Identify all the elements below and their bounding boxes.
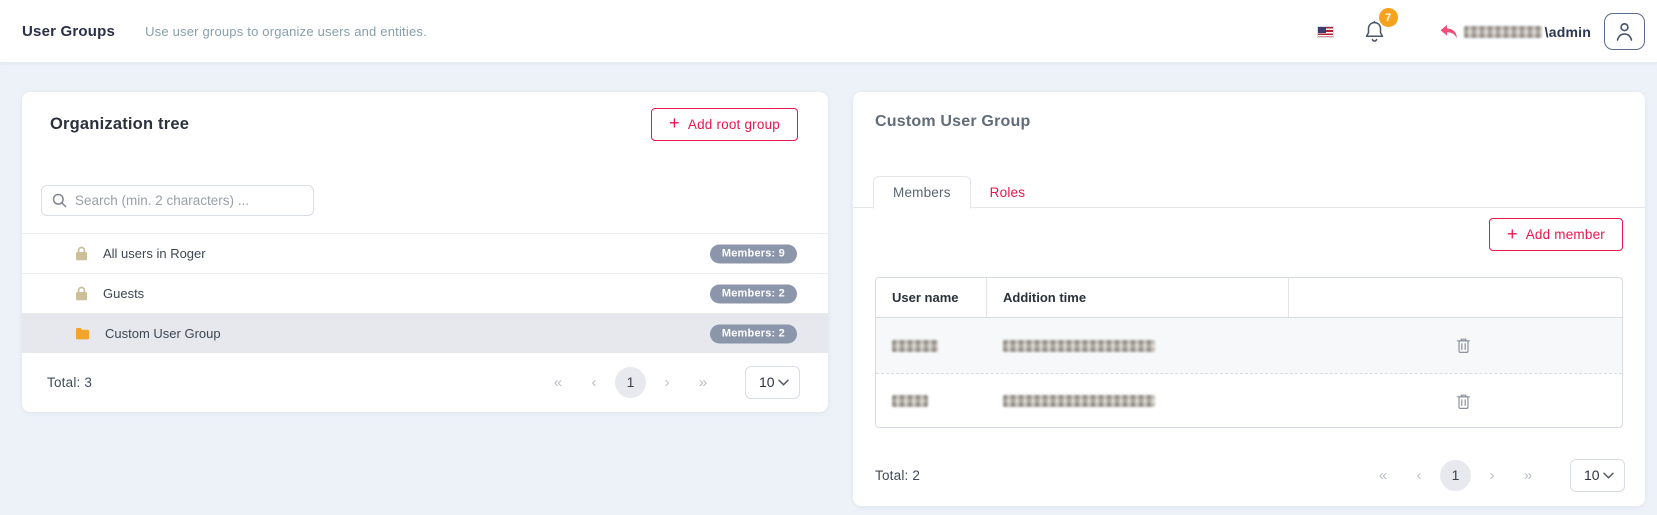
account-name: \admin	[1544, 23, 1591, 40]
group-tree-list: All users in Roger Members: 9 Guests Mem…	[22, 233, 828, 353]
page-size-select[interactable]: 10	[1570, 458, 1625, 492]
user-name-redacted	[892, 339, 938, 352]
lock-icon	[75, 286, 88, 301]
organization-tree-panel: Organization tree + Add root group All u…	[22, 92, 828, 412]
tree-search[interactable]	[41, 185, 314, 216]
tab-members[interactable]: Members	[873, 176, 971, 209]
prev-page-button[interactable]: ‹	[576, 374, 612, 391]
add-root-group-button[interactable]: + Add root group	[651, 107, 798, 141]
switch-account-icon[interactable]	[1439, 24, 1458, 40]
col-actions	[1289, 278, 1622, 317]
tree-item-label: All users in Roger	[103, 246, 206, 261]
search-icon	[52, 193, 67, 208]
addition-time-redacted	[1003, 395, 1155, 407]
org-total-label: Total: 3	[47, 374, 93, 390]
tree-item-label: Custom User Group	[105, 326, 221, 341]
first-page-button[interactable]: «	[540, 374, 576, 391]
page-size-select[interactable]: 10	[745, 365, 800, 399]
col-user-name: User name	[876, 278, 987, 317]
folder-icon	[75, 327, 90, 340]
tab-roles[interactable]: Roles	[989, 185, 1026, 200]
tree-item-custom-user-group[interactable]: Custom User Group Members: 2	[22, 313, 828, 353]
tree-item-label: Guests	[103, 286, 145, 301]
org-panel-title: Organization tree	[50, 114, 190, 133]
next-page-button[interactable]: ›	[649, 374, 685, 391]
current-page-button[interactable]: 1	[615, 366, 646, 398]
tree-item-all-users[interactable]: All users in Roger Members: 9	[22, 233, 828, 273]
user-name-redacted	[892, 395, 928, 407]
group-detail-panel: Custom User Group Members Roles + Add me…	[853, 92, 1645, 506]
page-size-value: 10	[759, 374, 775, 390]
addition-time-redacted	[1003, 339, 1155, 352]
members-count-badge: Members: 9	[709, 244, 797, 263]
members-count-badge: Members: 2	[709, 284, 797, 303]
plus-icon: +	[1506, 223, 1518, 244]
prev-page-button[interactable]: ‹	[1401, 467, 1437, 484]
detail-panel-title: Custom User Group	[875, 113, 1031, 130]
lock-icon	[75, 246, 88, 261]
detail-tabs: Members Roles	[853, 175, 1645, 209]
top-header: User Groups Use user groups to organize …	[0, 0, 1657, 63]
chevron-down-icon	[1603, 472, 1614, 479]
current-page-button[interactable]: 1	[1440, 459, 1471, 491]
tree-search-input[interactable]	[75, 193, 303, 208]
notification-count-badge: 7	[1378, 8, 1398, 27]
members-count-badge: Members: 2	[709, 324, 797, 343]
language-flag-icon[interactable]	[1316, 25, 1334, 38]
table-row	[876, 318, 1622, 373]
notifications-button[interactable]: 7	[1364, 8, 1398, 43]
members-total-label: Total: 2	[875, 467, 921, 483]
add-member-button[interactable]: + Add member	[1488, 218, 1623, 251]
header-actions: 7 \admin	[1316, 0, 1645, 63]
tree-item-guests[interactable]: Guests Members: 2	[22, 273, 828, 313]
person-icon	[1615, 21, 1634, 42]
members-pagination: Total: 2 « ‹ 1 › » 10	[853, 444, 1645, 506]
plus-icon: +	[669, 113, 680, 133]
table-row	[876, 373, 1622, 427]
org-panel-pagination: Total: 3 « ‹ 1 › » 10	[22, 352, 828, 412]
user-menu-button[interactable]	[1604, 13, 1645, 50]
members-table-header: User name Addition time	[876, 278, 1622, 318]
last-page-button[interactable]: »	[685, 374, 721, 391]
delete-member-button[interactable]	[1452, 389, 1475, 414]
add-root-group-label: Add root group	[687, 116, 780, 132]
delete-member-button[interactable]	[1452, 333, 1475, 358]
add-member-label: Add member	[1525, 227, 1605, 242]
page-title: User Groups	[22, 22, 116, 40]
page-size-value: 10	[1584, 467, 1600, 483]
bell-icon	[1364, 20, 1385, 43]
page-subtitle: Use user groups to organize users and en…	[145, 23, 427, 39]
last-page-button[interactable]: »	[1510, 467, 1546, 484]
members-table: User name Addition time	[875, 277, 1623, 428]
next-page-button[interactable]: ›	[1474, 467, 1510, 484]
chevron-down-icon	[778, 379, 789, 386]
first-page-button[interactable]: «	[1365, 467, 1401, 484]
account-domain-redacted	[1463, 25, 1542, 38]
col-addition-time: Addition time	[987, 278, 1289, 317]
